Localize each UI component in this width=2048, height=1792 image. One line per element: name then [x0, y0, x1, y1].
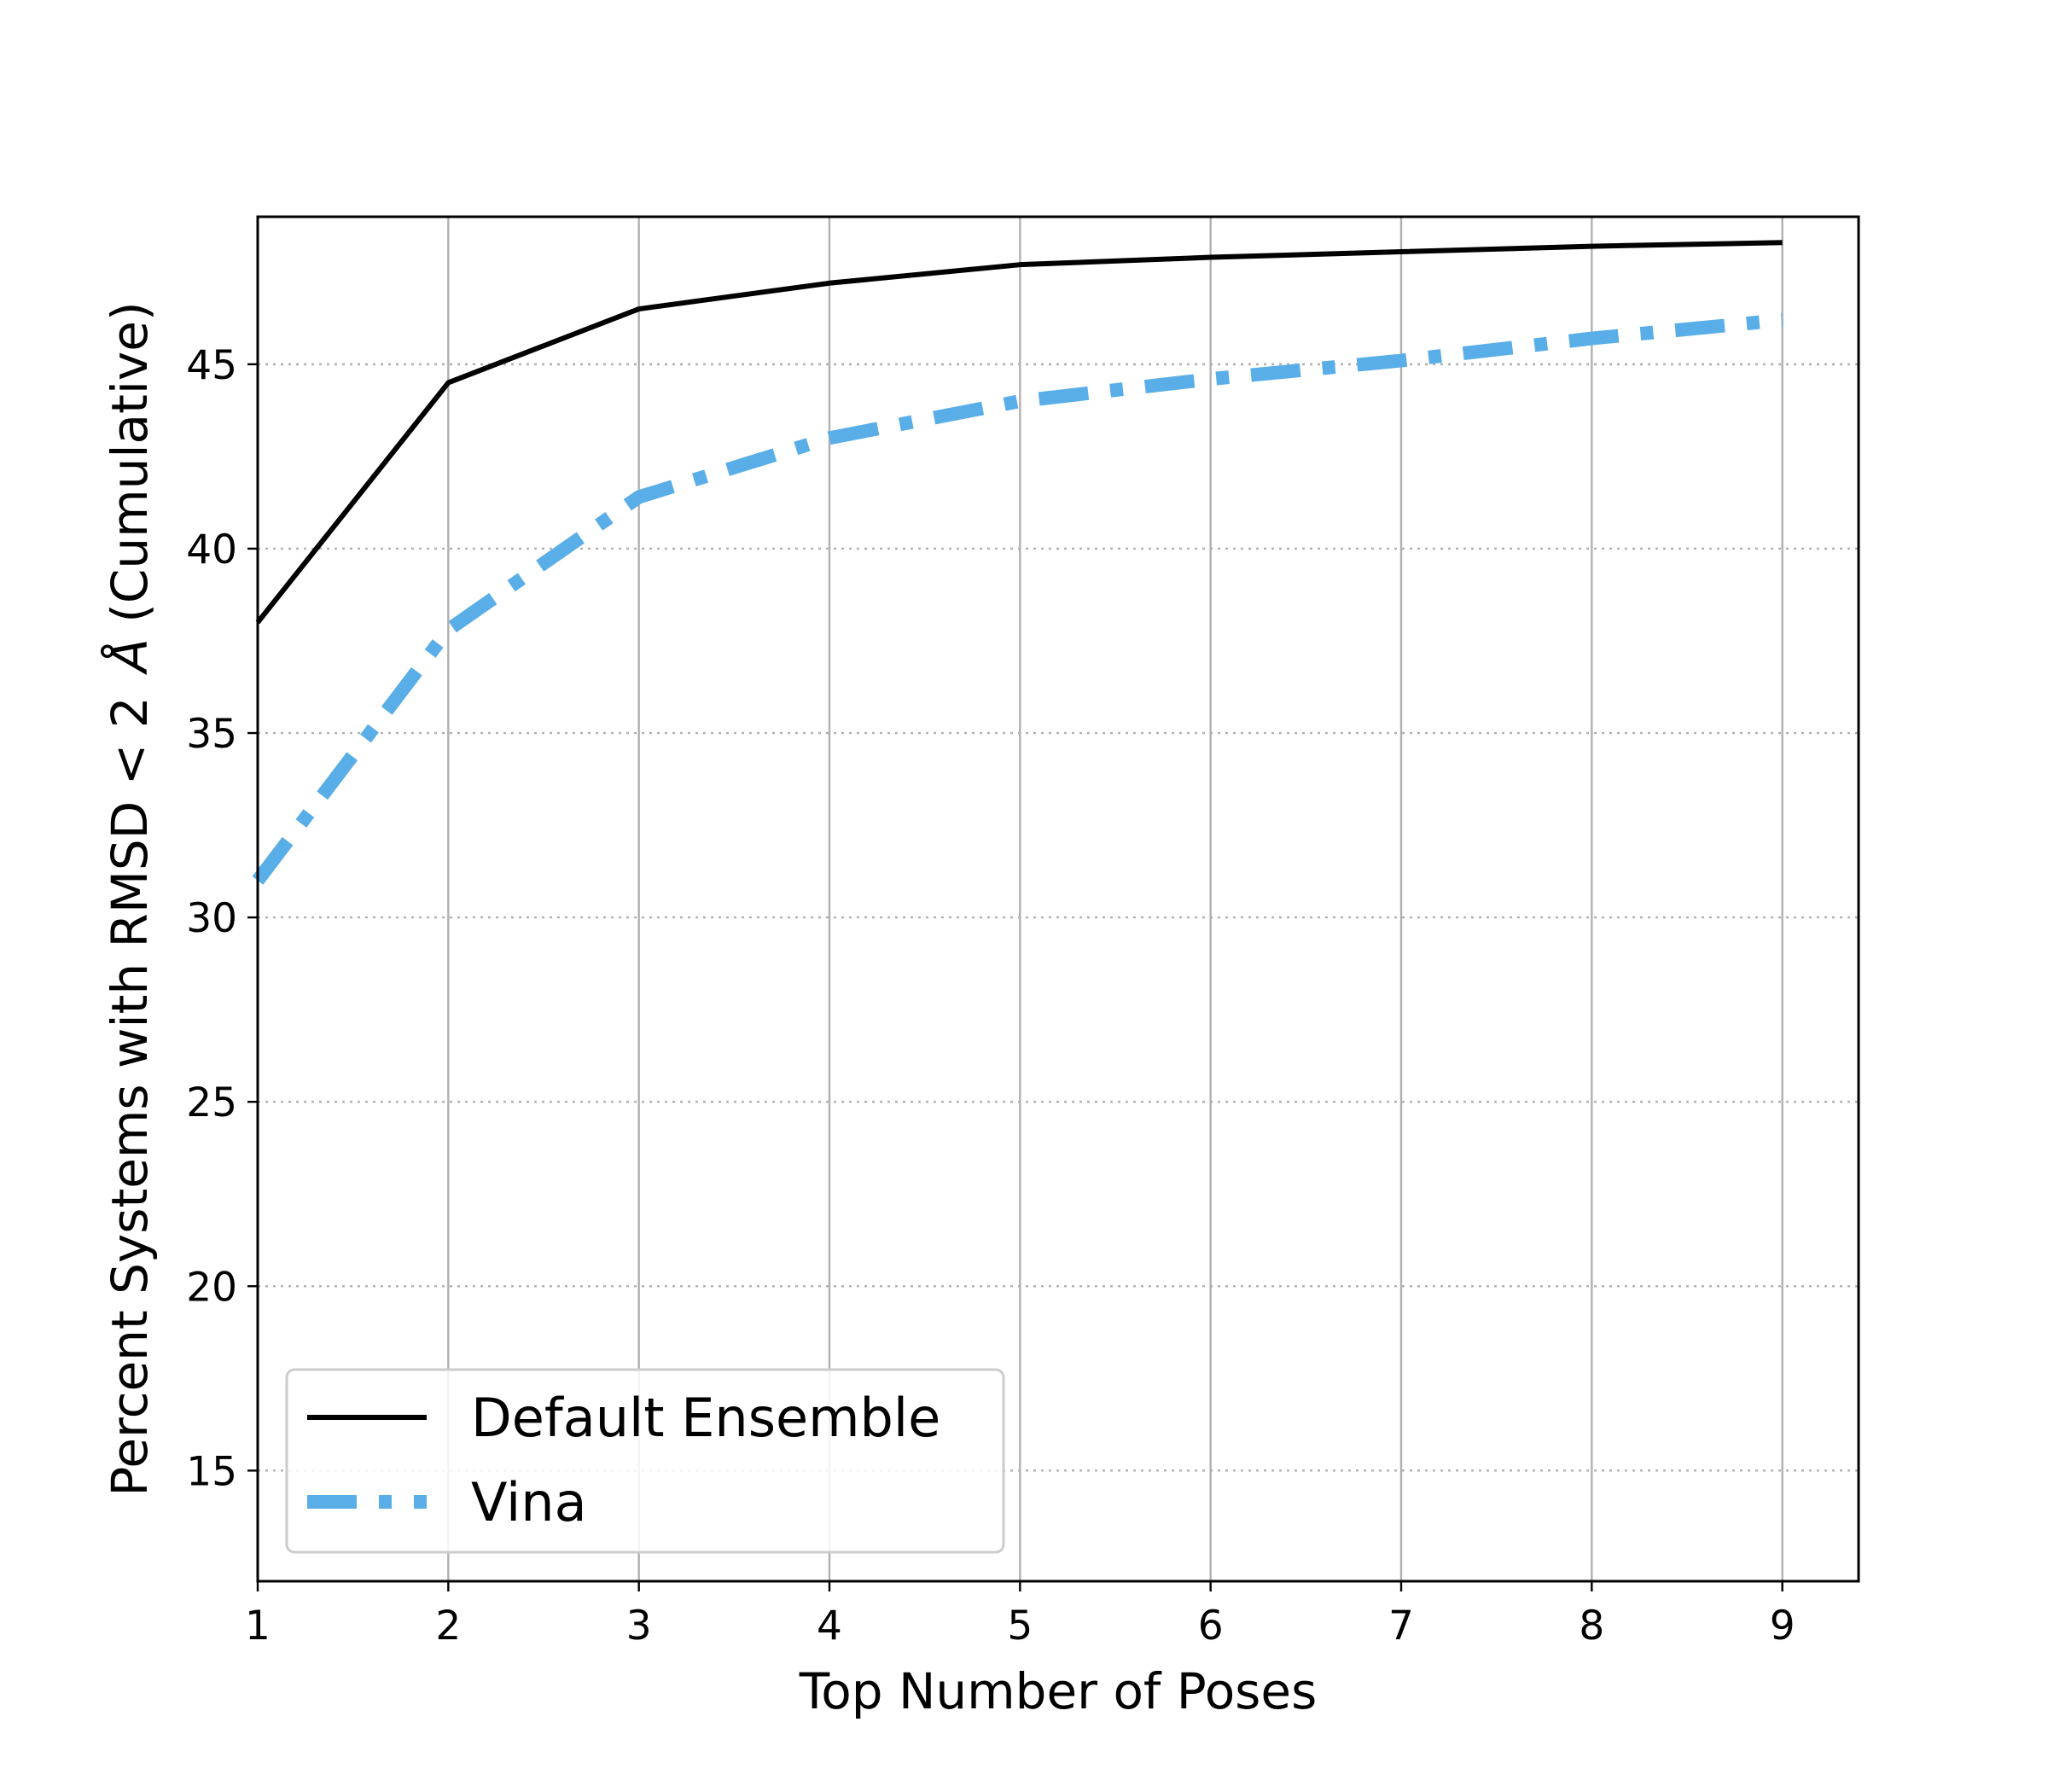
y-axis-label-unit: Å: [100, 638, 159, 676]
x-axis-label: Top Number of Poses: [799, 1662, 1318, 1720]
series-line-vina: [252, 313, 1783, 885]
legend: Default Ensemble Vina: [285, 1368, 1005, 1554]
x-tick-label: 7: [1388, 1603, 1414, 1649]
y-tick-label: 25: [186, 1079, 237, 1126]
x-tick-label: 9: [1770, 1603, 1795, 1649]
legend-box: [285, 1368, 1005, 1554]
grid-layer: [256, 217, 1859, 1581]
y-tick-label: 20: [186, 1264, 237, 1311]
x-tick-label: 1: [245, 1603, 271, 1649]
x-tick-label: 8: [1579, 1603, 1604, 1649]
series-layer: [252, 240, 1783, 885]
x-tick-label: 3: [626, 1603, 652, 1649]
y-tick-label: 35: [186, 711, 237, 758]
y-axis-label: Percent Systems with RMSD < 2 Å (Cumulat…: [100, 301, 159, 1496]
plot-frame: [256, 215, 1860, 1583]
x-tick-label: 4: [817, 1603, 842, 1649]
y-tick-label: 45: [186, 342, 237, 389]
y-tick-label: 40: [186, 527, 237, 573]
legend-label-vina: Vina: [471, 1471, 587, 1533]
x-tick-label: 5: [1007, 1603, 1033, 1649]
y-axis-label-prefix: Percent Systems with RMSD < 2: [101, 696, 159, 1496]
y-tick-label: 15: [186, 1448, 237, 1495]
x-tick-label: 6: [1198, 1603, 1224, 1649]
legend-label-default-ensemble: Default Ensemble: [471, 1387, 940, 1449]
y-tick-label: 30: [186, 895, 237, 942]
y-axis-label-suffix: (Cumulative): [101, 301, 159, 622]
x-tick-label: 2: [435, 1603, 461, 1649]
series-line-default-ensemble: [255, 240, 1783, 625]
